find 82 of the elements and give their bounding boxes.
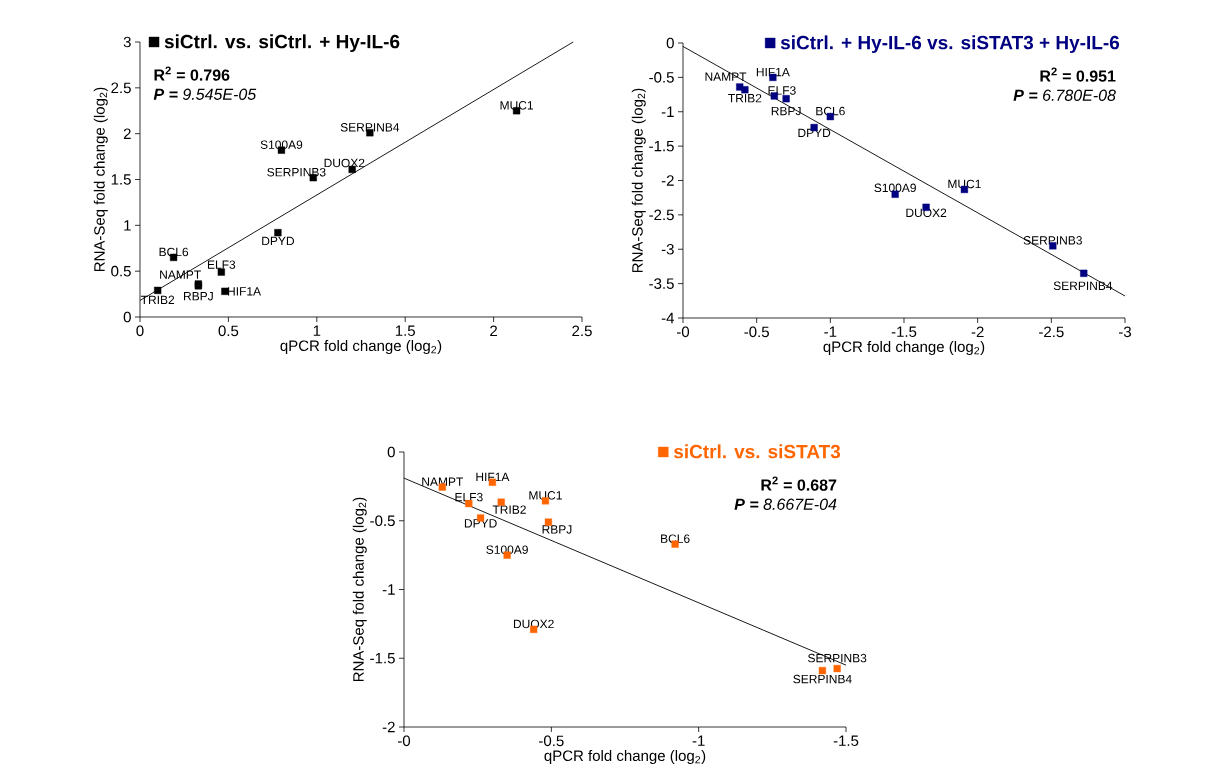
annotation: BCL6	[816, 106, 845, 116]
y-tick-label: -1.5	[370, 653, 395, 664]
legend-label: siCtrl. + Hy-IL-6 vs. siSTAT3 + Hy-IL-6	[780, 35, 1120, 54]
annotation: S100A9	[874, 183, 916, 193]
x-axis-title: qPCR fold change (log$_{2}$)	[823, 341, 985, 355]
x-tick-label: 2	[490, 325, 498, 336]
annotation: RBPJ	[184, 292, 213, 301]
y-tick-label: 1.5	[111, 174, 131, 185]
annotation: DUOX2	[906, 208, 947, 217]
annotation: R$^{2}$ = 0.796	[154, 66, 230, 81]
y-tick-label: 2.5	[111, 82, 131, 94]
annotation: HIF1A	[476, 472, 510, 482]
annotation: HIF1A	[756, 67, 790, 77]
y-tick-label: -0.5	[649, 72, 674, 83]
y-tick-label: 0	[666, 37, 674, 49]
annotation: P = 6.780E-08	[1013, 89, 1116, 101]
annotation: DPYD	[798, 128, 831, 138]
y-tick-label: 1	[124, 220, 131, 231]
y-tick-label: -4	[661, 312, 675, 324]
y-tick-label: 3	[123, 36, 131, 48]
y-tick-label: 0	[123, 311, 131, 323]
x-tick-label: 2.5	[572, 325, 592, 337]
y-tick-label: -0.5	[370, 515, 395, 527]
annotation: MUC1	[500, 101, 533, 110]
annotation: TRIB2	[492, 505, 526, 514]
annotation: DPYD	[464, 519, 497, 528]
y-tick-label: 2	[123, 128, 131, 139]
annotation: P = 8.667E-04	[734, 498, 837, 510]
annotation: TRIB2	[728, 93, 762, 103]
annotation: MUC1	[948, 179, 981, 189]
y-tick-label: -3.5	[649, 278, 674, 289]
x-tick-label: 0	[136, 325, 144, 337]
annotation: S100A9	[486, 545, 528, 554]
annotation: DPYD	[262, 236, 294, 246]
x-tick-label: -0	[676, 326, 690, 338]
x-tick-label: -1	[824, 326, 837, 337]
y-tick-label: 0.5	[111, 265, 131, 277]
annotation: R$^{2}$ = 0.951	[1040, 67, 1116, 82]
annotation: R$^{2}$ = 0.687	[761, 476, 837, 491]
x-tick-label: -0.5	[539, 735, 564, 747]
annotation: S100A9	[260, 140, 303, 149]
annotation: HIF1A	[228, 287, 262, 296]
annotation: MUC1	[529, 491, 562, 500]
annotation: ELF3	[207, 260, 236, 269]
legend-label: siCtrl. vs. siCtrl. + Hy-IL-6	[164, 34, 400, 53]
annotation: SERPINB4	[340, 123, 400, 132]
x-tick-label: -1.5	[833, 735, 859, 746]
annotation: DUOX2	[324, 158, 365, 168]
annotation: SERPINB4	[793, 674, 852, 684]
y-tick-label: -3	[661, 243, 674, 255]
annotation: P = 9.545E-05	[153, 88, 257, 100]
legend-label: siCtrl. vs. siSTAT3	[673, 444, 841, 459]
x-tick-label: -2	[971, 326, 984, 337]
x-tick-label: -3	[1118, 326, 1132, 338]
annotation: ELF3	[455, 492, 483, 502]
x-tick-label: 0.5	[218, 325, 239, 337]
y-tick-label: -2	[661, 175, 674, 186]
y-tick-label: -2.5	[649, 209, 674, 221]
annotation: TRIB2	[140, 295, 175, 304]
y-tick-label: -1.5	[649, 140, 674, 152]
x-tick-label: -1	[692, 735, 705, 746]
y-tick-label: 0	[387, 446, 395, 458]
x-tick-label: -2.5	[1039, 326, 1064, 338]
x-axis-title: qPCR fold change (log$_{2}$)	[280, 340, 442, 354]
annotation: NAMPT	[422, 477, 464, 486]
y-tick-label: -1	[661, 106, 674, 117]
annotation: SERPINB3	[267, 167, 326, 177]
y-axis-title: RNA-Seq fold change (log$_{2}$)	[352, 497, 367, 682]
y-tick-label: -2	[382, 721, 395, 733]
x-tick-label: 1	[313, 325, 321, 336]
x-tick-label: 1.5	[395, 325, 415, 336]
annotation: RBPJ	[542, 525, 572, 534]
x-tick-label: -0.5	[744, 326, 769, 338]
annotation: SERPINB3	[1023, 236, 1082, 245]
x-tick-label: -1.5	[891, 326, 917, 337]
annotation: RBPJ	[771, 106, 801, 116]
y-tick-label: -1	[382, 584, 395, 595]
x-tick-label: -0	[397, 735, 411, 747]
y-axis-title: RNA-Seq fold change (log$_{2}$)	[93, 87, 108, 272]
x-axis-title: qPCR fold change (log$_{2}$)	[544, 750, 706, 764]
annotation: DUOX2	[513, 619, 554, 629]
y-axis-title: RNA-Seq fold change (log$_{2}$)	[631, 88, 646, 273]
